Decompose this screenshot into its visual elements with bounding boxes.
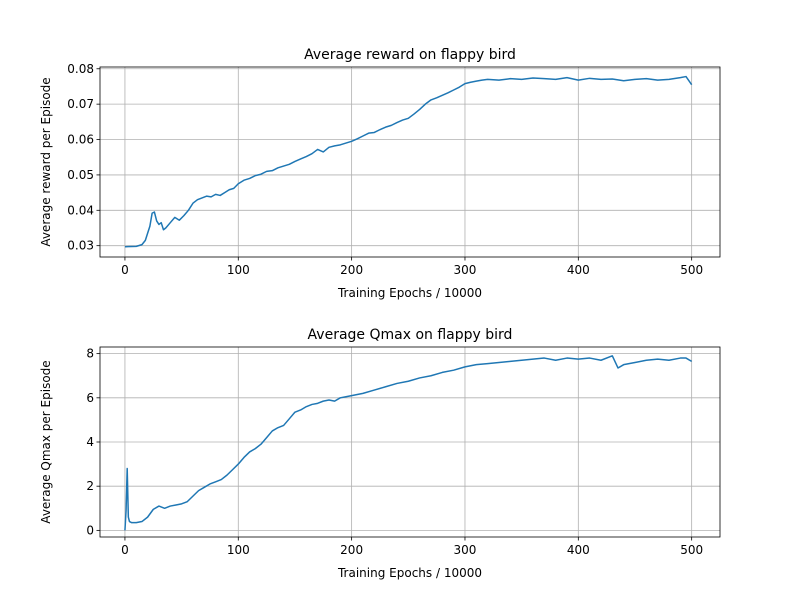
reward-x-tick-label: 400 [567, 263, 590, 277]
qmax-x-tick-label: 300 [454, 543, 477, 557]
qmax-y-tick-label: 0 [86, 523, 94, 537]
reward-grid [100, 67, 720, 257]
reward-y-tick-label: 0.06 [67, 133, 94, 147]
reward-y-tick-label: 0.05 [67, 168, 94, 182]
reward-x-tick-label: 100 [227, 263, 250, 277]
reward-series-line [124, 75, 693, 248]
qmax-x-tick-label: 0 [121, 543, 129, 557]
reward-x-tick-label: 200 [340, 263, 363, 277]
reward-y-tick-label: 0.07 [67, 97, 94, 111]
reward-ticks: 0 100 200 300 400 500 0.03 0.04 0.05 0.06 0.07 0.08 [67, 62, 703, 277]
reward-x-tick-label: 300 [454, 263, 477, 277]
reward-x-tick-label: 0 [121, 263, 129, 277]
qmax-y-tick-label: 6 [86, 391, 94, 405]
qmax-y-axis-label: Average Qmax per Episode [39, 360, 53, 523]
qmax-y-tick-label: 4 [86, 435, 94, 449]
qmax-chart-title: Average Qmax on flappy bird [308, 327, 513, 343]
reward-chart: 0 100 200 300 400 500 0.03 0.04 0.05 0.06 0.07 0.08… [39, 47, 721, 300]
reward-chart-title: Average reward on flappy bird [304, 47, 516, 63]
qmax-grid [100, 347, 720, 537]
qmax-x-tick-label: 400 [567, 543, 590, 557]
qmax-x-tick-label: 100 [227, 543, 250, 557]
qmax-x-tick-label: 500 [680, 543, 703, 557]
reward-plot-frame [99, 66, 721, 258]
reward-y-axis-label: Average reward per Episode [39, 77, 53, 246]
qmax-x-axis-label: Training Epochs / 10000 [337, 566, 482, 580]
qmax-y-tick-label: 2 [86, 479, 94, 493]
qmax-x-tick-label: 200 [340, 543, 363, 557]
qmax-chart: 0 100 200 300 400 500 0 2 4 6 8 Average Qmax on fl… [39, 327, 721, 580]
reward-y-tick-label: 0.08 [67, 62, 94, 76]
qmax-series-line [124, 355, 693, 531]
qmax-ticks: 0 100 200 300 400 500 0 2 4 6 8 [86, 347, 703, 557]
reward-x-tick-label: 500 [680, 263, 703, 277]
reward-y-tick-label: 0.04 [67, 203, 94, 217]
reward-x-axis-label: Training Epochs / 10000 [337, 286, 482, 300]
reward-y-tick-label: 0.03 [67, 239, 94, 253]
qmax-y-tick-label: 8 [86, 347, 94, 361]
